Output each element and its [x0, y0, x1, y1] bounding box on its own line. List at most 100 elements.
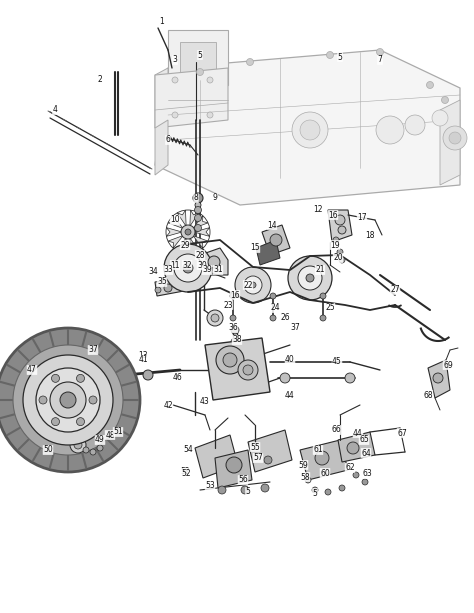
Circle shape [143, 370, 153, 380]
Text: 46: 46 [173, 373, 183, 383]
Circle shape [339, 257, 345, 263]
Text: 25: 25 [325, 303, 335, 313]
Polygon shape [168, 216, 183, 229]
Text: 37: 37 [88, 346, 98, 354]
Text: 4: 4 [53, 105, 57, 115]
Text: 30: 30 [197, 261, 207, 270]
Circle shape [0, 328, 140, 472]
Circle shape [305, 477, 311, 483]
Polygon shape [168, 235, 183, 248]
Polygon shape [440, 100, 460, 185]
Text: 1: 1 [160, 18, 164, 26]
Text: 69: 69 [443, 360, 453, 370]
Circle shape [164, 284, 172, 292]
Polygon shape [177, 238, 186, 254]
Circle shape [231, 326, 239, 334]
Text: 38: 38 [232, 335, 242, 345]
Circle shape [207, 310, 223, 326]
Text: 11: 11 [170, 261, 180, 270]
Text: 7: 7 [378, 56, 383, 64]
Circle shape [241, 486, 249, 494]
Circle shape [155, 287, 161, 293]
Circle shape [13, 345, 123, 455]
Text: 6: 6 [165, 135, 171, 145]
Polygon shape [193, 235, 208, 248]
Text: 45: 45 [332, 357, 342, 367]
Circle shape [174, 254, 202, 282]
Text: 54: 54 [183, 446, 193, 454]
Text: 31: 31 [213, 265, 223, 275]
Circle shape [39, 396, 47, 404]
Circle shape [376, 116, 404, 144]
Text: 44: 44 [285, 390, 295, 400]
Circle shape [443, 126, 467, 150]
Text: 63: 63 [362, 470, 372, 479]
Circle shape [211, 314, 219, 322]
Text: 23: 23 [223, 300, 233, 310]
Circle shape [226, 457, 242, 473]
Text: 3: 3 [173, 56, 177, 64]
Circle shape [195, 202, 201, 208]
Text: 28: 28 [195, 251, 205, 259]
Text: 5: 5 [312, 489, 318, 498]
Text: 47: 47 [27, 365, 37, 375]
Polygon shape [155, 68, 168, 128]
Circle shape [52, 417, 60, 425]
Text: 24: 24 [270, 303, 280, 313]
Circle shape [270, 234, 282, 246]
Text: 16: 16 [230, 291, 240, 300]
Polygon shape [256, 240, 280, 265]
Circle shape [327, 51, 334, 58]
Text: 52: 52 [180, 468, 190, 476]
Circle shape [339, 485, 345, 491]
Circle shape [325, 489, 331, 495]
Text: 34: 34 [148, 267, 158, 276]
Text: 21: 21 [315, 265, 325, 275]
Polygon shape [155, 120, 168, 175]
Polygon shape [248, 430, 292, 472]
Circle shape [230, 315, 236, 321]
Circle shape [432, 110, 448, 126]
Circle shape [230, 293, 236, 299]
Circle shape [89, 396, 97, 404]
Circle shape [235, 267, 271, 303]
Circle shape [335, 215, 345, 225]
Text: 68: 68 [423, 390, 433, 400]
Circle shape [60, 392, 76, 408]
Circle shape [433, 373, 443, 383]
Text: 10: 10 [170, 216, 180, 224]
Text: 58: 58 [300, 473, 310, 481]
Text: 65: 65 [359, 435, 369, 444]
Circle shape [185, 229, 191, 235]
Circle shape [292, 112, 328, 148]
Text: 53: 53 [205, 481, 215, 490]
Polygon shape [200, 248, 228, 275]
Polygon shape [338, 432, 375, 462]
Circle shape [320, 315, 326, 321]
Circle shape [441, 96, 448, 104]
Text: 22: 22 [243, 281, 253, 289]
Circle shape [97, 445, 103, 451]
Polygon shape [168, 30, 228, 85]
Circle shape [208, 256, 220, 268]
Text: 5: 5 [198, 50, 202, 59]
Text: 61: 61 [313, 446, 323, 454]
Circle shape [83, 447, 89, 453]
Polygon shape [328, 210, 352, 242]
Circle shape [270, 293, 276, 299]
Circle shape [427, 82, 434, 88]
Text: 27: 27 [390, 286, 400, 294]
Circle shape [315, 451, 329, 465]
Text: 20: 20 [333, 254, 343, 262]
Polygon shape [215, 450, 252, 488]
Circle shape [193, 193, 203, 203]
Polygon shape [155, 68, 228, 128]
Text: 60: 60 [320, 468, 330, 478]
Circle shape [207, 77, 213, 83]
Polygon shape [300, 440, 348, 480]
Polygon shape [166, 227, 182, 237]
Circle shape [246, 58, 254, 66]
Circle shape [218, 486, 226, 494]
Circle shape [449, 132, 461, 144]
Circle shape [194, 207, 201, 213]
